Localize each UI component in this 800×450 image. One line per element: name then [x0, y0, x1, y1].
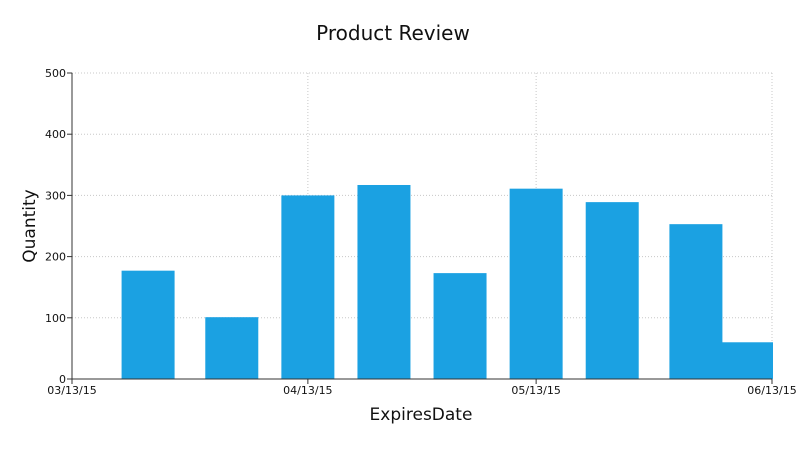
y-tick-label: 500: [45, 67, 66, 80]
y-tick-label: 0: [59, 373, 66, 386]
chart-title: Product Review: [316, 21, 470, 45]
y-tick-label: 300: [45, 189, 66, 202]
x-tick-label: 03/13/15: [47, 384, 96, 397]
x-tick-label: 06/13/15: [747, 384, 796, 397]
y-tick-label: 100: [45, 312, 66, 325]
x-tick-label: 04/13/15: [283, 384, 332, 397]
bar: [121, 270, 175, 379]
bar: [205, 317, 259, 379]
x-tick-label: 05/13/15: [511, 384, 560, 397]
bar: [669, 224, 723, 379]
bar: [720, 342, 773, 379]
bar: [281, 195, 335, 379]
bar: [357, 184, 411, 379]
bar: [509, 188, 563, 379]
y-tick-label: 400: [45, 128, 66, 141]
bar: [433, 273, 487, 379]
y-axis-label: Quantity: [20, 189, 40, 262]
bar: [585, 202, 639, 379]
x-axis-label: ExpiresDate: [370, 405, 473, 425]
y-tick-label: 200: [45, 251, 66, 264]
